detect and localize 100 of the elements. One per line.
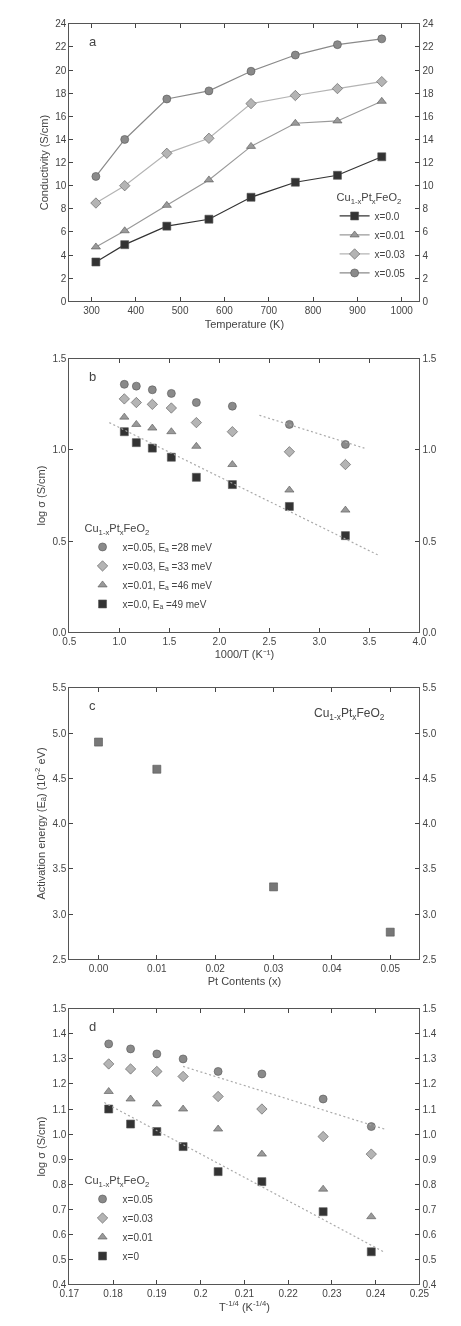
point (291, 177, 300, 187)
y-tick-label: 2.5 (52, 953, 67, 965)
point (331, 83, 343, 95)
y-tick-label: 12 (55, 157, 67, 169)
point (178, 1104, 189, 1112)
point (290, 118, 301, 126)
x-axis-title: 1000/T (K⁻¹) (214, 648, 275, 661)
x-tick-label: 0.23 (322, 1288, 343, 1300)
point (162, 94, 172, 104)
x-tick-label: 0.24 (365, 1288, 386, 1300)
point (285, 502, 294, 511)
point (152, 1127, 162, 1136)
point (269, 882, 278, 892)
legend-label: x=0.05 (122, 1193, 154, 1205)
x-tick-label: 0.21 (234, 1288, 255, 1300)
y2-tick-label: 0.8 (422, 1178, 437, 1190)
legend-title: Cu$_{1-x}$Pt$_{x}$FeO$_{2}$ (84, 522, 150, 537)
point (192, 398, 201, 407)
y-tick-label: 14 (55, 133, 67, 145)
point (132, 438, 141, 447)
y-tick-label: 4.0 (52, 818, 67, 830)
y-tick-label: 22 (55, 41, 67, 53)
point (167, 452, 176, 462)
y2-tick-label: 0.5 (422, 535, 437, 547)
x-tick-label: 1.5 (162, 636, 177, 648)
point (376, 76, 388, 88)
point (178, 1142, 188, 1151)
y-tick-label: 1.0 (52, 444, 67, 456)
point (119, 412, 130, 420)
point (318, 1184, 329, 1192)
y-tick-label: 5.5 (52, 682, 67, 694)
point (151, 1065, 163, 1077)
point (120, 240, 130, 249)
point (365, 1148, 377, 1160)
point (91, 172, 101, 181)
y2-tick-label: 1.0 (422, 444, 437, 456)
y2-tick-label: 0.6 (422, 1228, 437, 1240)
y-axis-title: log σ (S/cm) (35, 1116, 48, 1177)
y2-tick-label: 4.5 (422, 772, 437, 784)
point (289, 90, 301, 102)
x-tick-label: 4.0 (412, 636, 427, 648)
point (366, 1212, 377, 1220)
y-tick-label: 8 (60, 203, 67, 215)
x-tick-label: 900 (349, 305, 367, 317)
x-tick-label: 2.0 (212, 636, 227, 648)
point (283, 446, 295, 458)
y2-tick-label: 1.1 (422, 1103, 437, 1115)
y-tick-label: 0.5 (52, 535, 67, 547)
x-tick-label: 1000 (390, 305, 414, 317)
x-tick-label: 600 (216, 305, 234, 317)
point (125, 1063, 137, 1075)
point (178, 1054, 188, 1064)
x-axis-title: Temperature (K) (204, 317, 285, 330)
point (148, 443, 157, 453)
point (177, 1070, 189, 1082)
point (284, 485, 295, 493)
y2-tick-label: 1.4 (422, 1028, 437, 1040)
y2-tick-label: 16 (422, 110, 434, 122)
y-tick-label: 0.0 (52, 626, 67, 638)
point (228, 480, 237, 489)
x-axis-title: T$^{-1/4}$ (K$^{-1/4}$) (218, 1299, 270, 1313)
y-axis-title: log σ (S/cm) (35, 465, 48, 526)
y-tick-label: 4 (60, 249, 67, 261)
x-tick-label: 3.5 (362, 636, 377, 648)
x-tick-label: 800 (304, 305, 322, 317)
point (130, 397, 142, 409)
y2-tick-label: 22 (422, 41, 434, 53)
x-tick-label: 1.0 (112, 636, 127, 648)
point (94, 737, 103, 747)
point (190, 417, 202, 429)
y2-tick-label: 1.5 (422, 1003, 437, 1015)
point (332, 116, 343, 124)
y2-tick-label: 2 (422, 272, 429, 284)
legend-label: x=0.0, Eₐ =49 meV (122, 598, 207, 610)
point (291, 50, 300, 60)
legend-label: x=0.01 (122, 1231, 154, 1243)
y2-tick-label: 6 (422, 226, 429, 238)
y-tick-label: 1.3 (52, 1053, 67, 1065)
point (166, 427, 177, 435)
point (226, 426, 238, 438)
x-tick-label: 0.02 (205, 963, 226, 975)
y-tick-label: 0.5 (52, 1253, 67, 1265)
point (125, 1094, 136, 1102)
y2-tick-label: 4 (422, 249, 429, 261)
x-tick-label: 0.01 (147, 963, 168, 975)
legend-label: x=0.0 (374, 210, 400, 222)
point (318, 1094, 328, 1104)
legend-title: Cu$_{1-x}$Pt$_{x}$FeO$_{2}$ (84, 1174, 150, 1189)
y2-tick-label: 0.7 (422, 1203, 437, 1215)
y2-tick-label: 0 (422, 295, 429, 307)
point (246, 192, 256, 202)
point (151, 1099, 162, 1107)
point (90, 197, 102, 209)
x-tick-label: 0.05 (380, 963, 401, 975)
y-tick-label: 3.5 (52, 863, 67, 875)
y-tick-label: 1.0 (52, 1128, 67, 1140)
y2-tick-label: 1.5 (422, 353, 437, 365)
y-tick-label: 5.0 (52, 727, 67, 739)
point (256, 1149, 267, 1157)
y2-tick-label: 5.0 (422, 727, 437, 739)
